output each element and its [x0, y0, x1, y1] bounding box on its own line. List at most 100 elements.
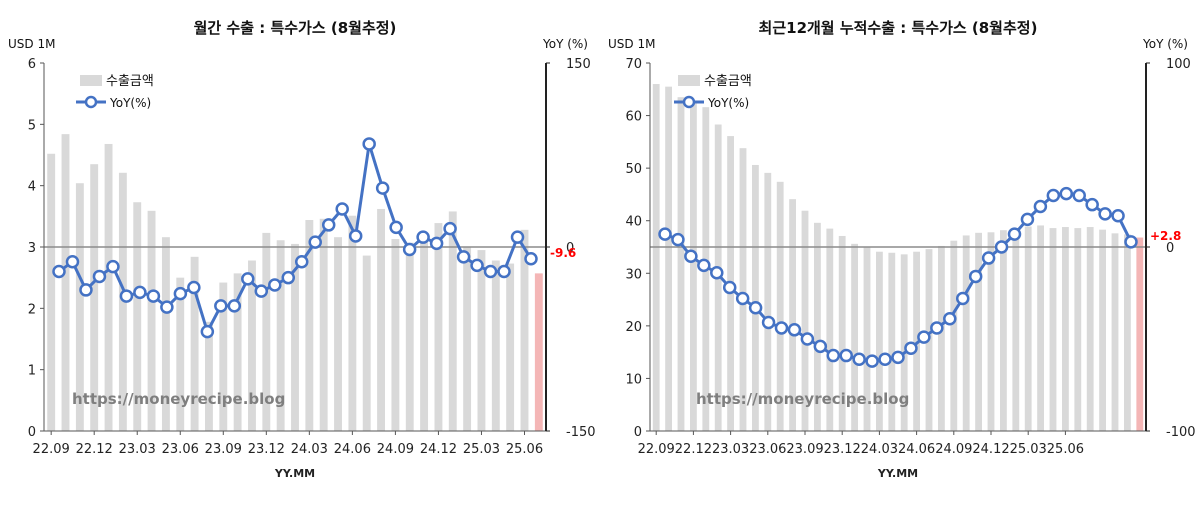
monthly-export-chart: 월간 수출 : 특수가스 (8월추정) USD 1M YoY (%) 0 1 2 3 4 5 6 -… [8, 19, 596, 480]
export-bar [161, 237, 170, 431]
export-bar [1049, 228, 1057, 431]
export-bar [739, 148, 747, 431]
export-bar [190, 256, 199, 431]
yoy-point [852, 352, 866, 366]
x-tick-label: 23.09 [205, 442, 242, 457]
export-bar [118, 172, 127, 431]
export-bar [248, 260, 256, 431]
x-tick-label: 22.12 [675, 442, 712, 457]
yoy-point [1033, 199, 1048, 214]
export-bar [276, 240, 285, 431]
export-bar [851, 243, 859, 431]
export-bar [689, 101, 697, 431]
export-bar [764, 172, 772, 432]
export-bar [463, 247, 472, 431]
yoy-point [1098, 207, 1112, 221]
export-bar [999, 230, 1007, 431]
export-bar [133, 202, 142, 431]
yoy-point [133, 285, 147, 300]
yoy-point [160, 300, 174, 314]
x-tick-label: 24.09 [935, 442, 972, 457]
export-bar [1099, 229, 1107, 431]
export-bar [888, 252, 896, 431]
export-bar [75, 183, 84, 431]
left-tick-label: 10 [625, 372, 642, 387]
legend-bar-label: 수출금액 [106, 74, 154, 89]
yoy-point [748, 300, 763, 315]
yoy-point [813, 339, 828, 354]
left-tick-label: 1 [28, 364, 36, 379]
left-tick-label: 20 [625, 320, 642, 335]
legend-bar-label: 수출금액 [704, 74, 752, 89]
chart-title: 최근12개월 누적수출 : 특수가스 (8월추정) [759, 19, 1038, 37]
export-bar [1037, 225, 1045, 431]
yoy-point [119, 289, 134, 303]
yoy-point [510, 230, 525, 244]
export-bar [391, 239, 400, 431]
export-bar [975, 232, 983, 431]
export-bar [1074, 228, 1082, 431]
yoy-point [917, 330, 931, 344]
export-bar [652, 84, 660, 432]
legend-bar-swatch [678, 75, 700, 86]
legend-line-marker [84, 95, 98, 109]
export-bar [677, 97, 685, 432]
export-bar [813, 222, 821, 431]
export-bar [47, 153, 56, 432]
left-axis-unit: USD 1M [608, 37, 655, 51]
yoy-point [308, 235, 322, 249]
yoy-point [1046, 188, 1061, 203]
x-tick-label: 25.06 [506, 442, 543, 457]
export-bar [751, 164, 759, 431]
yoy-point [761, 315, 776, 330]
yoy-point [930, 321, 944, 335]
yoy-point [774, 321, 789, 335]
export-bar [789, 199, 797, 431]
yoy-point [891, 350, 905, 365]
export-bar [900, 254, 908, 431]
export-bar [826, 228, 834, 431]
export-bar [950, 240, 958, 431]
left-tick-label: 6 [28, 57, 36, 72]
export-bar [1086, 227, 1094, 431]
export-bar [863, 247, 871, 431]
left-tick-label: 4 [28, 180, 36, 195]
export-bar [377, 208, 386, 431]
yoy-point [416, 230, 430, 244]
yoy-point [787, 323, 802, 337]
legend-line-marker [682, 95, 696, 109]
yoy-point [671, 232, 685, 247]
yoy-point [443, 221, 457, 236]
yoy-last-value: -9.6 [550, 246, 576, 260]
export-bar [491, 260, 500, 431]
export-bar [104, 143, 113, 431]
yoy-point [1111, 208, 1125, 223]
yoy-point [52, 264, 66, 279]
export-bar [875, 251, 883, 431]
export-bar [506, 263, 515, 431]
legend-bar-swatch [80, 75, 102, 86]
yoy-point [348, 229, 363, 243]
yoy-point [658, 227, 672, 241]
yoy-point [187, 280, 201, 295]
left-tick-label: 0 [634, 425, 642, 440]
yoy-point [1007, 227, 1022, 241]
yoy-point [735, 291, 750, 306]
yoy-point [281, 270, 296, 285]
export-bar [448, 211, 457, 431]
yoy-point [254, 284, 269, 298]
export-bar [987, 232, 995, 431]
export-bar [219, 282, 228, 431]
yoy-point [470, 258, 484, 273]
x-tick-label: 23.12 [824, 442, 861, 457]
export-bar [1136, 237, 1144, 431]
export-bar [1123, 234, 1131, 431]
legend-line-label: YoY(%) [707, 96, 749, 110]
export-bar [334, 237, 342, 431]
yoy-point [981, 251, 996, 265]
legend-line-label: YoY(%) [109, 96, 151, 110]
export-bar [348, 215, 357, 431]
left-tick-label: 0 [28, 425, 36, 440]
yoy-point [483, 264, 498, 279]
